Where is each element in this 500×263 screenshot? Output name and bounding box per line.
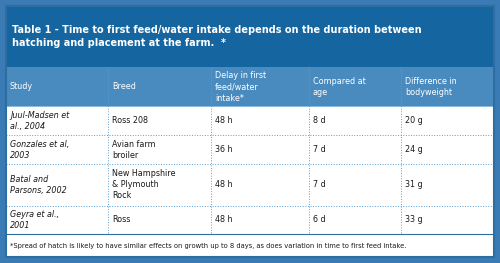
Text: 8 d: 8 d (312, 116, 325, 125)
Bar (402, 68, 494, 107)
Bar (402, 164, 494, 206)
Bar (308, 206, 402, 234)
Text: Geyra et al.,
2001: Geyra et al., 2001 (10, 210, 59, 230)
Bar (211, 206, 308, 234)
Bar (6, 164, 108, 206)
Bar (308, 68, 402, 107)
Bar (108, 135, 211, 164)
Text: Difference in
bodyweight: Difference in bodyweight (406, 77, 457, 97)
Text: Compared at
age: Compared at age (312, 77, 366, 97)
Bar (402, 107, 494, 135)
Text: 20 g: 20 g (406, 116, 423, 125)
Text: 24 g: 24 g (406, 145, 423, 154)
Text: 48 h: 48 h (215, 180, 232, 189)
Bar (402, 206, 494, 234)
Bar (211, 135, 308, 164)
Bar (308, 107, 402, 135)
Text: 36 h: 36 h (215, 145, 232, 154)
Text: Study: Study (10, 82, 33, 92)
Text: Batal and
Parsons, 2002: Batal and Parsons, 2002 (10, 175, 67, 195)
Text: *Spread of hatch is likely to have similar effects on growth up to 8 days, as do: *Spread of hatch is likely to have simil… (10, 243, 406, 249)
Bar (108, 107, 211, 135)
Bar (6, 135, 108, 164)
Bar (6, 107, 108, 135)
Bar (308, 135, 402, 164)
Text: 7 d: 7 d (312, 145, 326, 154)
Text: Delay in first
feed/water
intake*: Delay in first feed/water intake* (215, 71, 266, 103)
Text: New Hampshire
& Plymouth
Rock: New Hampshire & Plymouth Rock (112, 169, 176, 200)
Bar (211, 164, 308, 206)
Text: Juul-Madsen et
al., 2004: Juul-Madsen et al., 2004 (10, 111, 69, 131)
Text: Table 1 - Time to first feed/water intake depends on the duration between
hatchi: Table 1 - Time to first feed/water intak… (12, 25, 422, 48)
Text: 48 h: 48 h (215, 116, 232, 125)
Bar (6, 6, 494, 68)
Bar (6, 206, 108, 234)
Text: Breed: Breed (112, 82, 136, 92)
Text: 6 d: 6 d (312, 215, 325, 225)
Bar (308, 164, 402, 206)
Text: 33 g: 33 g (406, 215, 423, 225)
Bar (211, 107, 308, 135)
Text: 7 d: 7 d (312, 180, 326, 189)
Text: Avian farm
broiler: Avian farm broiler (112, 140, 156, 160)
Bar (211, 68, 308, 107)
Bar (402, 135, 494, 164)
Text: 31 g: 31 g (406, 180, 423, 189)
Text: Ross 208: Ross 208 (112, 116, 148, 125)
Bar (6, 68, 108, 107)
Bar (108, 68, 211, 107)
Bar (108, 206, 211, 234)
Text: 48 h: 48 h (215, 215, 232, 225)
Bar (6, 234, 494, 257)
Text: Gonzales et al,
2003: Gonzales et al, 2003 (10, 140, 69, 160)
Bar (108, 164, 211, 206)
Text: Ross: Ross (112, 215, 131, 225)
